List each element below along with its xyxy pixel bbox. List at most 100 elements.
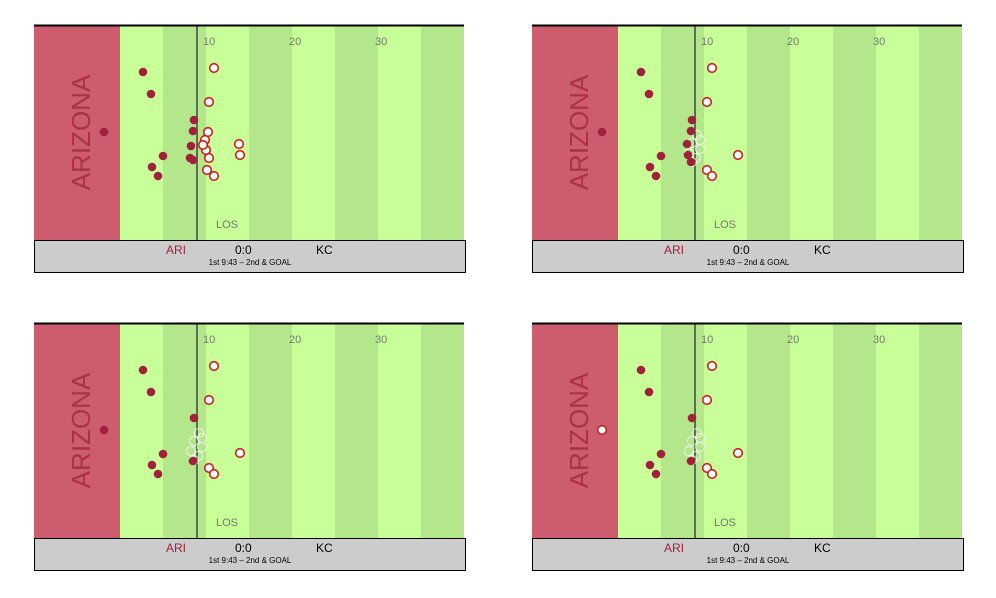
ghost-player-marker xyxy=(684,446,694,456)
field-2: ARIZONA 10 20 30 LOS xyxy=(532,24,962,240)
turf-stripe xyxy=(163,25,206,240)
turf-stripe xyxy=(661,323,704,538)
game-status-label: 1st 9:43 – 2nd & GOAL xyxy=(706,258,790,267)
offense-player-marker xyxy=(656,449,666,459)
offense-player-marker xyxy=(146,387,156,397)
defense-player-marker xyxy=(596,424,608,436)
turf-stripe xyxy=(790,25,833,240)
offense-player-marker xyxy=(686,157,696,167)
field-3: ARIZONA 10 20 30 LOS xyxy=(34,322,464,538)
turf-stripe xyxy=(833,323,876,538)
score-label: 0:0 xyxy=(235,243,252,257)
turf-stripe xyxy=(833,25,876,240)
ghost-player-marker xyxy=(692,428,702,438)
yard-number: 10 xyxy=(203,36,215,48)
endzone-text: ARIZONA xyxy=(66,372,96,488)
offense-player-marker xyxy=(686,126,696,136)
ghost-player-marker xyxy=(695,144,705,154)
turf-stripe xyxy=(618,25,661,240)
team-left-label: ARI xyxy=(166,541,187,555)
los-label: LOS xyxy=(714,517,736,529)
turf-stripe xyxy=(919,323,962,538)
turf-stripe xyxy=(618,323,661,538)
play-frame-3: ARIZONA 10 20 30 LOS ARI 0:0 KC 1st 9:43 – 2… xyxy=(34,322,466,573)
turf-stripe xyxy=(876,323,919,538)
offense-player-marker xyxy=(687,413,697,423)
offense-player-marker xyxy=(636,67,646,77)
offense-player-marker xyxy=(158,449,168,459)
turf-stripe xyxy=(421,323,464,538)
turf-stripe xyxy=(790,323,833,538)
game-status-label: 1st 9:43 – 2nd & GOAL xyxy=(208,258,292,267)
yard-number: 10 xyxy=(203,334,215,346)
offense-player-marker xyxy=(189,115,199,125)
scoreboard: ARI 0:0 KC 1st 9:43 – 2nd & GOAL xyxy=(34,538,466,571)
turf-stripe xyxy=(163,323,206,538)
yard-number: 20 xyxy=(289,36,301,48)
offense-player-marker xyxy=(687,115,697,125)
yard-number: 30 xyxy=(375,36,387,48)
turf-stripe xyxy=(876,25,919,240)
turf-stripe xyxy=(378,323,421,538)
defense-player-marker xyxy=(197,139,209,151)
defense-player-marker xyxy=(706,62,718,74)
turf-stripe xyxy=(704,25,747,240)
yard-number: 10 xyxy=(701,36,713,48)
yard-number: 30 xyxy=(873,334,885,346)
offense-player-marker xyxy=(682,139,692,149)
play-frame-1: ARIZONA 10 20 30 LOS ARI 0:0 KC 1st 9:43 – 2… xyxy=(34,24,466,275)
ghost-player-marker xyxy=(186,446,196,456)
defense-player-marker xyxy=(201,164,213,176)
turf-stripe xyxy=(421,25,464,240)
team-right-label: KC xyxy=(814,541,831,555)
offense-player-marker xyxy=(651,469,661,479)
defense-player-marker xyxy=(701,394,713,406)
offense-player-marker xyxy=(189,413,199,423)
defense-player-marker xyxy=(208,360,220,372)
turf-stripe xyxy=(206,323,249,538)
defense-player-marker xyxy=(234,447,246,459)
field-4: ARIZONA 10 20 30 LOS xyxy=(532,322,962,538)
defense-player-marker xyxy=(208,62,220,74)
offense-player-marker xyxy=(147,162,157,172)
scoreboard: ARI 0:0 KC 1st 9:43 – 2nd & GOAL xyxy=(34,240,466,273)
turf-stripe xyxy=(292,25,335,240)
yard-number: 10 xyxy=(701,334,713,346)
game-status-label: 1st 9:43 – 2nd & GOAL xyxy=(706,556,790,565)
play-frame-4: ARIZONA 10 20 30 LOS ARI 0:0 KC 1st 9:43 – 2… xyxy=(532,322,964,573)
defense-player-marker xyxy=(203,96,215,108)
turf-stripe xyxy=(378,25,421,240)
defense-player-marker xyxy=(203,394,215,406)
yard-number: 20 xyxy=(787,334,799,346)
turf-stripe xyxy=(206,25,249,240)
defense-player-marker xyxy=(208,170,220,182)
yard-number: 20 xyxy=(289,334,301,346)
offense-player-marker xyxy=(683,150,693,160)
offense-player-marker xyxy=(153,171,163,181)
defense-player-marker xyxy=(234,149,246,161)
team-right-label: KC xyxy=(316,541,333,555)
offense-player-marker xyxy=(636,365,646,375)
endzone-text: ARIZONA xyxy=(66,74,96,190)
defense-player-marker xyxy=(208,468,220,480)
offense-player-marker xyxy=(138,67,148,77)
score-label: 0:0 xyxy=(733,541,750,555)
team-right-label: KC xyxy=(316,243,333,257)
defense-player-marker xyxy=(732,149,744,161)
turf-stripe xyxy=(335,25,378,240)
defense-player-marker xyxy=(203,152,215,164)
endzone-text: ARIZONA xyxy=(564,74,594,190)
turf-stripe xyxy=(704,323,747,538)
endzone-text: ARIZONA xyxy=(564,372,594,488)
defense-player-marker xyxy=(732,447,744,459)
offense-player-marker xyxy=(138,365,148,375)
offense-player-marker xyxy=(656,151,666,161)
defense-player-marker xyxy=(706,360,718,372)
offense-player-marker xyxy=(645,460,655,470)
ghost-player-marker xyxy=(194,428,204,438)
turf-stripe xyxy=(249,323,292,538)
offense-player-marker xyxy=(188,126,198,136)
yard-number: 20 xyxy=(787,36,799,48)
ghost-player-marker xyxy=(695,442,705,452)
turf-stripe xyxy=(120,323,163,538)
